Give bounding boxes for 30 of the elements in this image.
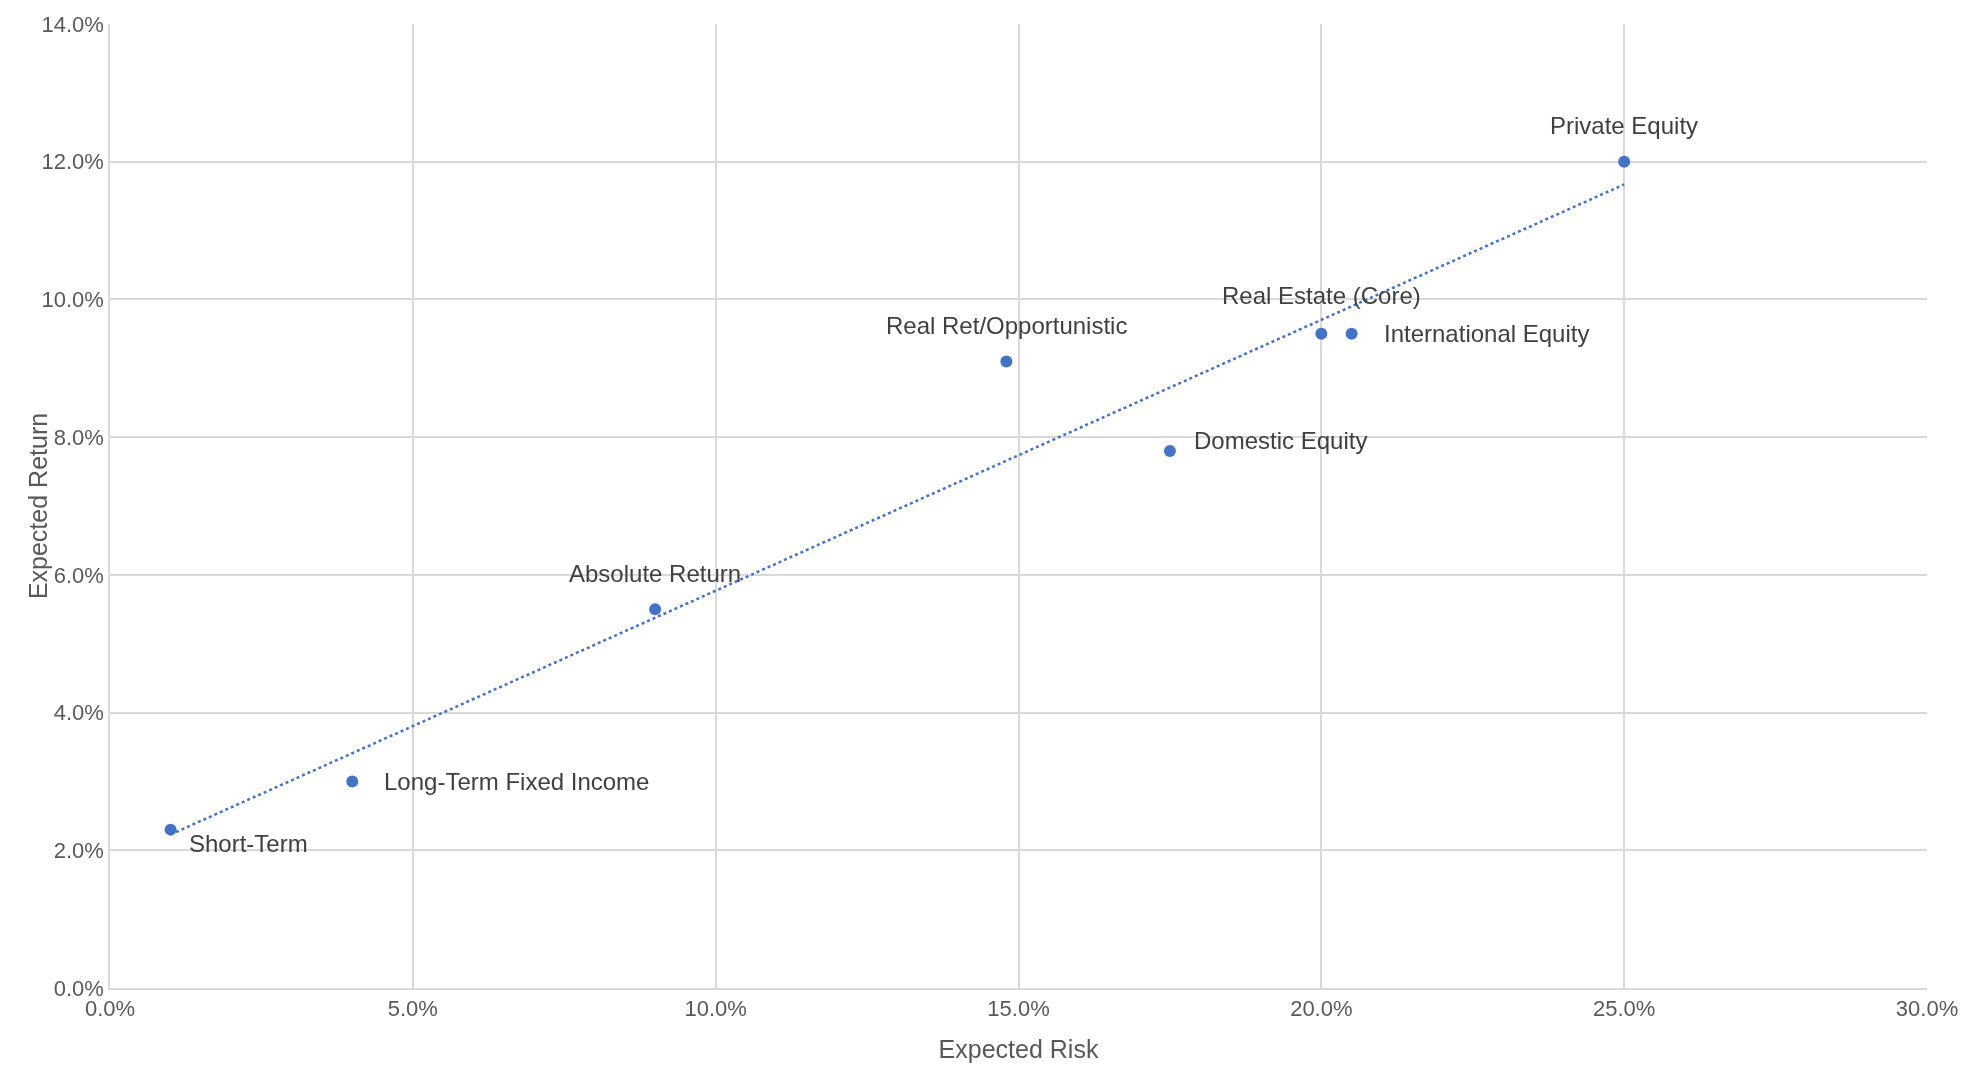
x-tick-label: 10.0% <box>684 996 747 1022</box>
x-tick-label: 25.0% <box>1592 996 1656 1022</box>
y-tick-label: 4.0% <box>53 700 104 726</box>
x-tick-label: 20.0% <box>1290 996 1353 1022</box>
point <box>164 823 177 836</box>
annotation: Private Equity <box>1550 112 1699 139</box>
y-tick-label: 2.0% <box>53 837 104 863</box>
y-tick-label: 12.0% <box>41 149 104 175</box>
y-tick-label: 14.0% <box>41 11 104 37</box>
annotation: Real Ret/Opportunistic <box>886 312 1128 339</box>
x-axis-title: Expected Risk <box>938 1034 1099 1063</box>
point <box>649 603 662 616</box>
annotation: Absolute Return <box>569 560 742 587</box>
x-tick-label: 30.0% <box>1895 996 1959 1022</box>
point <box>1618 155 1631 168</box>
annotation: Domestic Equity <box>1194 427 1368 454</box>
y-tick-label: 6.0% <box>53 562 104 588</box>
x-tick-label: 15.0% <box>987 996 1050 1022</box>
x-tick-label: 5.0% <box>387 996 438 1022</box>
point <box>1345 327 1358 340</box>
y-axis-title: Expected Return <box>23 412 52 600</box>
point <box>1000 355 1013 368</box>
annotation: Long-Term Fixed Income <box>384 768 650 795</box>
point <box>1163 444 1176 457</box>
annotation: Short-Term <box>189 830 308 857</box>
point <box>346 775 359 788</box>
annotation: International Equity <box>1384 320 1590 347</box>
point <box>1315 327 1328 340</box>
y-tick-label: 10.0% <box>41 287 104 313</box>
y-tick-label: 8.0% <box>53 424 104 450</box>
